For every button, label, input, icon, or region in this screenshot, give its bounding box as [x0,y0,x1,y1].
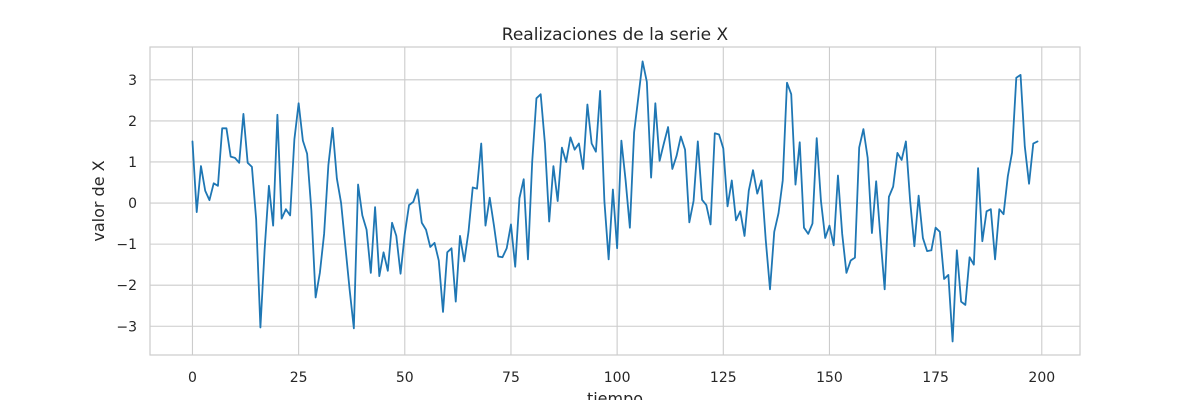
x-tick-label: 25 [290,370,308,386]
x-tick-labels: 0 25 50 75 100 125 150 175 200 [188,370,1055,386]
series-line [191,60,1039,343]
x-tick-label: 75 [502,370,520,386]
x-tick-label: 0 [188,370,197,386]
x-tick-label: 125 [710,370,737,386]
plot-frame [149,46,1081,356]
y-tick-label: 0 [128,196,137,212]
y-tick-label: −2 [116,278,137,294]
y-tick-label: 1 [128,155,137,171]
y-tick-label: 3 [128,73,137,89]
x-axis-title: tiempo [587,389,643,400]
x-tick-label: 150 [816,370,843,386]
grid-lines [150,47,1080,355]
x-tick-label: 100 [604,370,631,386]
y-tick-labels: −3 −2 −1 0 1 2 3 [116,73,137,335]
y-axis-title: valor de X [89,160,108,241]
x-tick-label: 175 [922,370,949,386]
series-layer [191,60,1039,343]
x-tick-label: 200 [1028,370,1055,386]
x-tick-label: 50 [396,370,414,386]
y-tick-label: −3 [116,319,137,335]
y-tick-label: 2 [128,114,137,130]
y-tick-label: −1 [116,237,137,253]
chart-title: Realizaciones de la serie X [502,25,729,45]
